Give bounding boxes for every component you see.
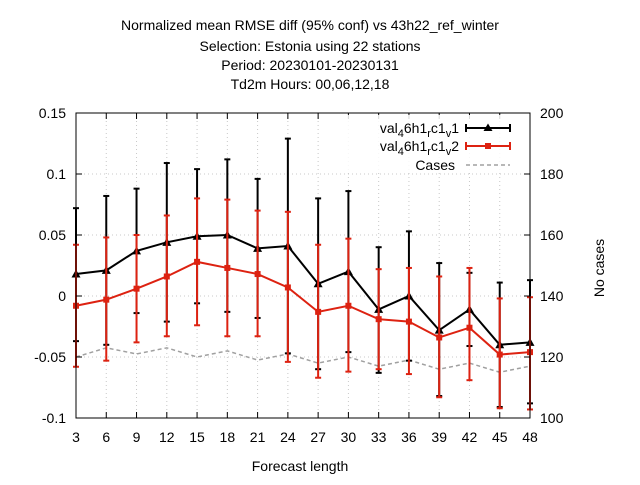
data-point (284, 284, 291, 291)
y-tick-label: 0.05 (39, 227, 66, 243)
legend-label-cases: Cases (415, 157, 455, 173)
x-tick-label: 42 (462, 429, 478, 445)
y-tick-label: -0.05 (34, 349, 66, 365)
x-tick-label: 30 (341, 429, 357, 445)
x-tick-label: 3 (72, 429, 80, 445)
legend-label-series-2: val46h1rc1v2 (380, 138, 459, 158)
y2-tick-label: 200 (540, 105, 564, 121)
x-tick-label: 6 (102, 429, 110, 445)
plot-frame (75, 112, 531, 419)
x-tick-label: 15 (189, 429, 205, 445)
y-tick-label: -0.1 (42, 410, 66, 426)
x-tick-label: 24 (280, 429, 296, 445)
axes: 3 6 9 12 15 18 21 24 27 30 33 36 39 42 45 48-0.1-0.0500… (34, 105, 563, 445)
x-axis-label: Forecast length (252, 458, 349, 474)
legend: val46h1rc1v1 val46h1rc1v2 Cases (346, 115, 514, 173)
legend-entry-cases: Cases (415, 157, 510, 173)
data-point (345, 302, 352, 309)
cases-line (75, 347, 531, 374)
chart-title-line-1: Normalized mean RMSE diff (95% conf) vs … (121, 17, 499, 33)
y2-tick-label: 140 (540, 288, 564, 304)
x-tick-label: 33 (371, 429, 387, 445)
x-tick-label: 21 (250, 429, 266, 445)
data-point (315, 308, 322, 315)
data-point (496, 351, 503, 358)
series-line (75, 233, 531, 346)
y-tick-label: 0 (58, 288, 66, 304)
x-tick-label: 9 (133, 429, 141, 445)
legend-entry-series-2: val46h1rc1v2 (380, 138, 511, 158)
cases-series (75, 347, 531, 374)
x-tick-label: 18 (220, 429, 236, 445)
x-tick-label: 45 (492, 429, 508, 445)
x-tick-label: 27 (310, 429, 326, 445)
data-point (133, 285, 140, 292)
series-line (75, 260, 531, 356)
legend-marker-series-1 (483, 123, 493, 131)
y-tick-label: 0.1 (47, 166, 67, 182)
data-series (71, 137, 535, 411)
series-2 (73, 197, 533, 411)
x-tick-label: 12 (159, 429, 175, 445)
series-1 (71, 137, 535, 409)
data-point (436, 334, 443, 341)
data-point (466, 324, 473, 331)
data-point (103, 296, 110, 303)
y2-tick-label: 100 (540, 410, 564, 426)
y-tick-label: 0.15 (39, 105, 66, 121)
chart-title-line-3: Period: 20230101-20230131 (221, 57, 399, 73)
y2-tick-label: 120 (540, 349, 564, 365)
chart-title-line-2: Selection: Estonia using 22 stations (199, 38, 420, 54)
y2-axis-label: No cases (591, 239, 607, 297)
legend-label-series-1: val46h1rc1v1 (380, 120, 459, 140)
y2-tick-label: 160 (540, 227, 564, 243)
x-tick-label: 48 (522, 429, 538, 445)
data-point (194, 258, 201, 265)
data-point (254, 271, 261, 278)
legend-marker-series-2 (485, 143, 491, 149)
data-point (405, 318, 412, 325)
data-point (163, 273, 170, 280)
x-tick-label: 36 (401, 429, 417, 445)
y2-tick-label: 180 (540, 166, 564, 182)
chart-title: Normalized mean RMSE diff (95% conf) vs … (121, 17, 499, 92)
data-point (375, 316, 382, 323)
legend-entry-series-1: val46h1rc1v1 (380, 120, 511, 140)
chart-title-line-4: Td2m Hours: 00,06,12,18 (231, 76, 390, 92)
x-tick-label: 39 (431, 429, 447, 445)
data-point (224, 264, 231, 271)
